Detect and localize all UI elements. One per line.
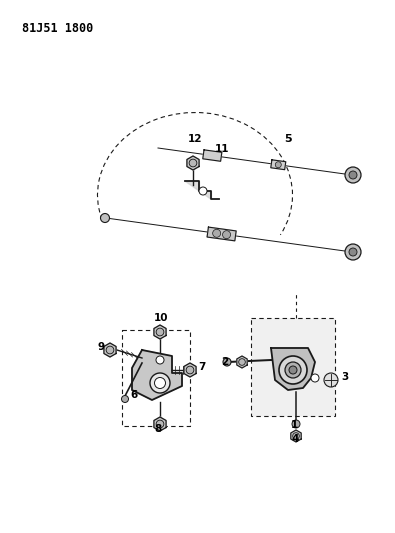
Text: 5: 5 <box>284 134 292 144</box>
Circle shape <box>349 248 357 256</box>
Text: 2: 2 <box>221 357 228 367</box>
Circle shape <box>349 171 357 179</box>
Circle shape <box>156 420 164 428</box>
Circle shape <box>279 356 307 384</box>
Circle shape <box>293 433 299 439</box>
Text: 1: 1 <box>291 420 298 430</box>
Text: 12: 12 <box>188 134 203 144</box>
Polygon shape <box>237 356 247 368</box>
Polygon shape <box>132 350 182 400</box>
Circle shape <box>289 366 297 374</box>
Polygon shape <box>187 156 199 170</box>
Circle shape <box>222 231 231 239</box>
Circle shape <box>324 373 338 387</box>
Bar <box>122 330 190 426</box>
Polygon shape <box>154 417 166 431</box>
Polygon shape <box>185 181 211 199</box>
Text: 10: 10 <box>154 313 169 323</box>
Circle shape <box>285 362 301 378</box>
Text: 7: 7 <box>198 362 205 372</box>
Circle shape <box>150 373 170 393</box>
Polygon shape <box>207 227 236 241</box>
Bar <box>251 318 335 416</box>
Circle shape <box>223 358 231 366</box>
Circle shape <box>275 161 281 168</box>
Polygon shape <box>203 150 222 161</box>
Polygon shape <box>154 325 166 339</box>
Circle shape <box>213 229 221 237</box>
Circle shape <box>189 159 197 167</box>
Polygon shape <box>271 160 286 169</box>
Circle shape <box>156 328 164 336</box>
Circle shape <box>100 214 109 222</box>
Text: 9: 9 <box>98 342 105 352</box>
Polygon shape <box>291 430 301 442</box>
Circle shape <box>292 420 300 428</box>
Polygon shape <box>271 348 315 390</box>
Circle shape <box>156 356 164 364</box>
Circle shape <box>106 346 114 354</box>
Circle shape <box>345 244 361 260</box>
Circle shape <box>122 395 128 402</box>
Circle shape <box>186 366 194 374</box>
Polygon shape <box>104 343 116 357</box>
Circle shape <box>154 377 166 389</box>
Circle shape <box>311 374 319 382</box>
Circle shape <box>345 167 361 183</box>
Text: 8: 8 <box>154 424 161 434</box>
Text: 81J51 1800: 81J51 1800 <box>22 22 93 35</box>
Polygon shape <box>184 363 196 377</box>
Circle shape <box>199 187 207 195</box>
Text: 3: 3 <box>341 372 348 382</box>
Text: 11: 11 <box>215 144 229 154</box>
Text: 4: 4 <box>291 434 298 444</box>
Circle shape <box>239 359 245 365</box>
Text: 6: 6 <box>130 390 137 400</box>
